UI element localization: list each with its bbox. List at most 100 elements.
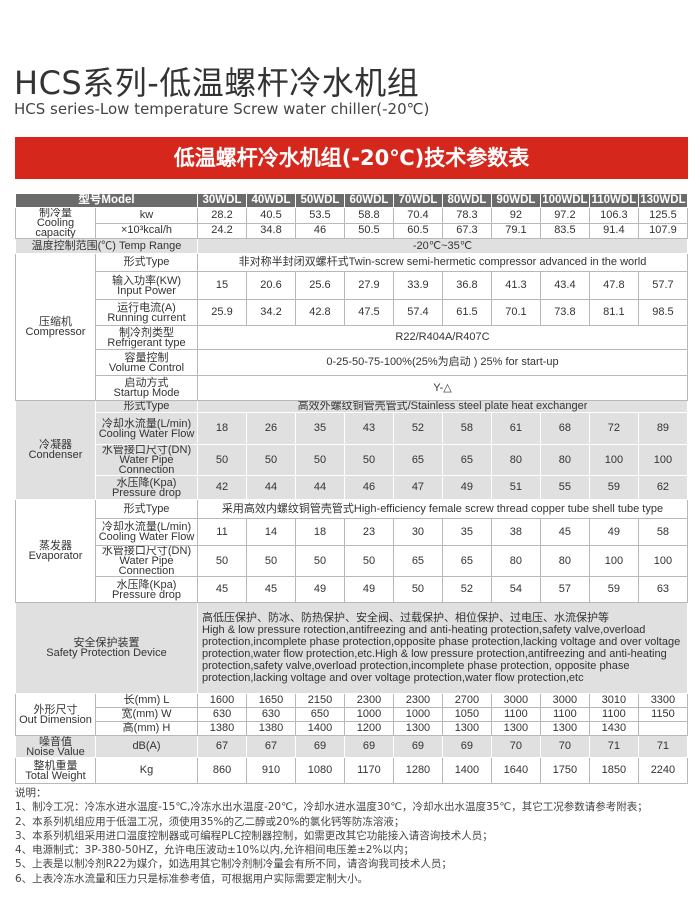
weight-unit: Kg [94,757,199,784]
table-row: 压缩机 Compressor 形式Type 非对称半封闭双螺杆式Twin-screw … [15,253,688,401]
noise-label: 噪音值 Noise Value [15,735,96,758]
value-cell: 14 [246,518,296,546]
value-cell: 2700 [441,693,492,708]
table-row: 运行电流(A) Running current 25.9 34.2 42.8 47.5 57… [16,299,689,326]
note-item: 4、电源制式：3P-380-50HZ，允许电压波动±10%以内,允许相间电压差±… [15,844,414,857]
value-cell: 125.5 [637,207,689,224]
value-cell: 41.3 [490,271,541,300]
table-row: 整机重量 Total Weight Kg 860 910 1080 1170 1280 1400… [15,757,689,784]
table-row: 外形尺寸 Out Dimension 长(mm) L 1600 1650 2150 2300… [15,693,689,736]
value-cell: 2240 [637,757,689,784]
value-cell: 25.6 [294,271,345,300]
value-cell: 78.3 [441,207,492,224]
value-cell: 65 [441,545,492,577]
page-subtitle: HCS series-Low temperature Screw water c… [14,100,430,118]
value-cell: 45 [246,576,296,603]
value-cell: 1000 [392,707,443,722]
table-row: 水管接口尺寸(DN) Water Pipe Connection 50 50 50 50 6… [16,545,689,577]
compressor-label: 压缩机 Compressor [15,253,96,401]
table-row: 制冷量 Cooling capacity kw 28.2 40.5 53.5 58.8 70.… [15,207,689,239]
value-cell: 49 [343,576,394,603]
label-en: Input Power [117,284,176,297]
value-cell [637,721,689,736]
table-row: 噪音值 Noise Value dB(A) 67 67 69 69 69 69 70 70 71 71 [15,735,689,758]
value-cell: 33.9 [392,271,443,300]
value-cell: 3010 [588,693,639,708]
value-cell: 52 [392,412,443,445]
table-row: 冷却水流量(L/min) Cooling Water Flow 11 14 18 23 30… [16,518,689,546]
dimension-w-label: 宽(mm) W [94,707,199,722]
label-en: Safety Protection Device [46,647,167,659]
value-cell: 51 [490,475,541,500]
value-cell: 27.9 [343,271,394,300]
value-cell: 107.9 [637,222,689,239]
spec-table: 型号Model 30WDL 40WDL 50WDL 60WDL 70WDL 80WDL 90W… [14,193,689,784]
value-cell: 1080 [294,757,345,784]
label-en: Water Pipe Connection [118,555,175,577]
value-cell: 57 [539,576,590,603]
label-cn: 水管接口尺寸(DN) [101,545,192,557]
label-en: Pressure drop [111,588,182,601]
label-cn: 冷凝器 [39,439,72,451]
value-cell: 11 [197,518,247,546]
label-cn: 整机重量 [33,759,78,772]
value-cell: 630 [197,707,247,722]
value-cell: 100 [637,444,689,476]
value-cell: 80 [539,444,590,476]
table-row: 蒸发器 Evaporator 形式Type 采用高效内螺纹铜管壳管式High-effi… [15,499,688,603]
value-cell: 81.1 [588,299,639,326]
value-cell: 1850 [588,757,639,784]
value-cell: 44 [246,475,296,500]
value-cell: 49 [588,518,639,546]
label-cn: 水管接口尺寸(DN) [101,444,192,456]
value-cell: 50 [197,545,247,577]
value-cell: 100 [637,545,689,577]
volume-label: 容量控制 Volume Control [94,349,199,376]
value-cell: 70.1 [490,299,541,326]
value-cell: 20.6 [246,271,296,300]
refrigerant-label: 制冷剂类型 Refrigerant type [94,325,199,350]
value-cell: 1300 [441,721,492,736]
value-cell: 67 [246,735,296,758]
value-cell: 55 [539,475,590,500]
label-cn: 安全保护装置 [73,637,140,649]
value-cell: 70.4 [392,207,443,224]
safety-text-en: High & low pressure rotection,antifreezi… [202,624,681,684]
table-row: 冷却水流量(L/min) Cooling Water Flow 18 26 35 43 52… [16,412,689,445]
table-row: 启动方式 Startup Mode Y-△ [16,375,688,401]
value-cell: 1400 [294,721,345,736]
value-cell: 3000 [539,693,590,708]
value-cell: 1400 [441,757,492,784]
value-cell: 45 [539,518,590,546]
label-cn: 压缩机 [39,316,72,328]
value-cell: 1380 [246,721,296,736]
value-cell: 3300 [637,693,689,708]
note-item: 6、上表冷冻水流量和压力只是标准参考值，可根据用户实际需要定制大小。 [15,872,369,885]
value-cell: 60.5 [392,222,443,239]
label-cn: 冷却水流量(L/min) [101,521,192,533]
value-cell: 1100 [588,707,639,722]
value-cell: 65 [392,545,443,577]
type-value: 非对称半封闭双螺杆式Twin-screw semi-hermetic compr… [197,253,688,272]
startup-label: 启动方式 Startup Mode [94,375,199,401]
table-row: ×10³kcal/h 24.2 34.8 46 50.5 60.5 67.3 79.1 83.5… [16,222,689,239]
label-en: Total Weight [25,769,86,782]
temp-range-value: -20℃~35℃ [197,238,688,254]
label-cn: 水压降(Kpa) [116,578,177,591]
note-item: 2、本系列机组应用于低温工况，须使用35%的乙二醇或20%的氯化钙等防冻溶液； [15,815,405,828]
table-row: 水压降(Kpa) Pressure drop 42 44 44 46 47 49 51 55 59 6… [16,475,689,500]
value-cell: 92 [490,207,541,224]
value-cell: 57.7 [637,271,689,300]
label-en: Startup Mode [113,387,180,399]
value-cell: 106.3 [588,207,639,224]
model-90wdl: 90WDL [490,193,541,208]
label-cn: 制冷量 [39,207,72,219]
label-cn: 蒸发器 [39,540,72,552]
value-cell: 1380 [197,721,247,736]
volume-value: 0-25-50-75-100%(25%为启动 ) 25% for start-u… [197,349,688,376]
label-en: Cooling Water Flow [98,427,195,440]
value-cell: 46 [294,222,345,239]
value-cell: 80 [490,444,541,476]
label-cn: 噪音值 [39,735,72,748]
model-70wdl: 70WDL [392,193,443,208]
